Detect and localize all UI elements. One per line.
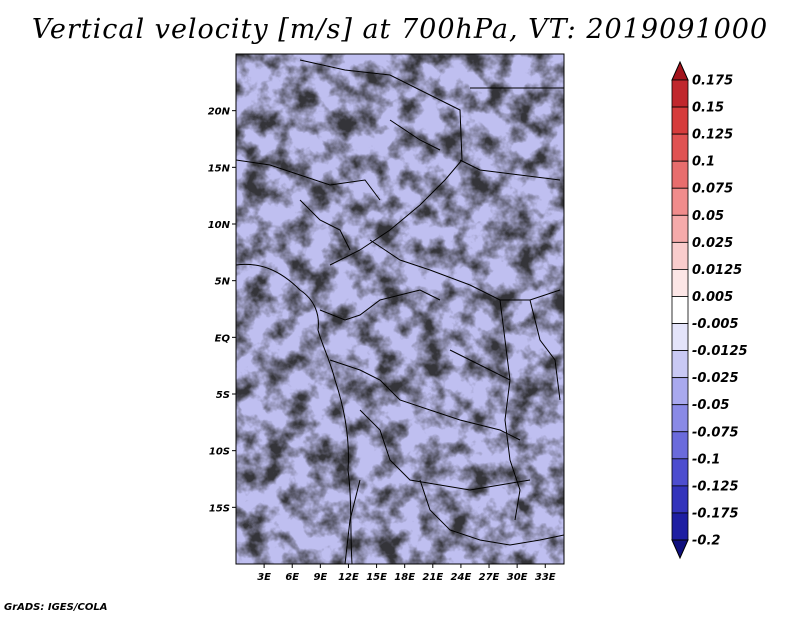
colorbar-swatch — [671, 106, 689, 135]
lon-tick-label: 3E — [257, 572, 271, 583]
lat-tick-label: 10S — [209, 447, 230, 458]
lon-tick-label: 30E — [507, 572, 528, 583]
colorbar-label: 0.15 — [692, 101, 724, 116]
country-borders — [236, 59, 564, 564]
colorbar: 0.175 0.15 0.125 0.1 0.075 0.05 0.025 0.0125 0.0… — [671, 60, 748, 560]
plot-frame — [235, 53, 565, 565]
colorbar-swatch — [671, 485, 689, 514]
lon-tick-label: 21E — [422, 572, 443, 583]
chart-title: Vertical velocity [m/s] at 700hPa, VT: 2… — [31, 14, 769, 45]
colorbar-label: -0.175 — [692, 506, 739, 521]
velocity-field — [236, 54, 564, 564]
lat-tick-label: 10N — [208, 220, 231, 231]
colorbar-label: 0.1 — [692, 155, 715, 170]
colorbar-label: -0.025 — [692, 371, 739, 386]
lon-tick-label: 33E — [535, 572, 556, 583]
colorbar-swatch — [671, 187, 689, 216]
colorbar-label: -0.0125 — [692, 344, 748, 359]
colorbar-swatch — [671, 133, 689, 162]
colorbar-swatch — [671, 323, 689, 351]
colorbar-bottom-arrow — [671, 539, 689, 560]
lat-tick-label: 20N — [208, 107, 231, 118]
lon-tick-label: 12E — [338, 572, 359, 583]
lat-tick-label: EQ — [215, 333, 231, 344]
latitude-axis: 20N 15N 10N 5N EQ 5S 10S 15S — [208, 107, 236, 514]
lon-tick-label: 24E — [451, 572, 472, 583]
colorbar-swatch — [671, 377, 689, 406]
colorbar-swatch — [671, 458, 689, 487]
colorbar-label: -0.1 — [692, 452, 720, 467]
colorbar-swatch — [671, 404, 689, 433]
colorbar-swatch — [671, 269, 689, 297]
lat-tick-label: 15N — [208, 163, 231, 174]
lat-tick-label: 5N — [215, 277, 231, 288]
colorbar-label: -0.005 — [692, 317, 739, 332]
colorbar-label: 0.175 — [692, 74, 733, 89]
colorbar-swatch — [671, 79, 689, 108]
colorbar-label: -0.05 — [692, 398, 729, 413]
colorbar-swatch — [671, 241, 689, 270]
colorbar-swatch — [671, 512, 689, 541]
colorbar-swatch — [671, 431, 689, 460]
colorbar-label: 0.005 — [692, 290, 733, 305]
lon-tick-label: 9E — [313, 572, 327, 583]
colorbar-swatch — [671, 350, 689, 379]
grads-credit: GrADS: IGES/COLA — [4, 602, 108, 613]
colorbar-swatch — [671, 296, 689, 324]
colorbar-top-arrow — [671, 60, 689, 81]
lon-tick-label: 15E — [366, 572, 387, 583]
colorbar-swatch — [671, 160, 689, 189]
colorbar-label: -0.125 — [692, 479, 739, 494]
lon-tick-label: 18E — [394, 572, 415, 583]
colorbar-label: 0.075 — [692, 182, 733, 197]
colorbar-label: 0.05 — [692, 209, 724, 224]
colorbar-label: -0.075 — [692, 425, 739, 440]
lon-tick-label: 6E — [285, 572, 299, 583]
lon-tick-label: 27E — [479, 572, 500, 583]
colorbar-label: 0.025 — [692, 236, 733, 251]
longitude-axis: 3E 6E 9E 12E 15E 18E 21E 24E 27E 30E 33E — [257, 564, 556, 583]
colorbar-label: 0.0125 — [692, 263, 742, 278]
lat-tick-label: 15S — [209, 503, 230, 514]
colorbar-swatch — [671, 214, 689, 243]
lat-tick-label: 5S — [216, 390, 230, 401]
colorbar-label: 0.125 — [692, 128, 733, 143]
colorbar-label: -0.2 — [692, 534, 720, 549]
